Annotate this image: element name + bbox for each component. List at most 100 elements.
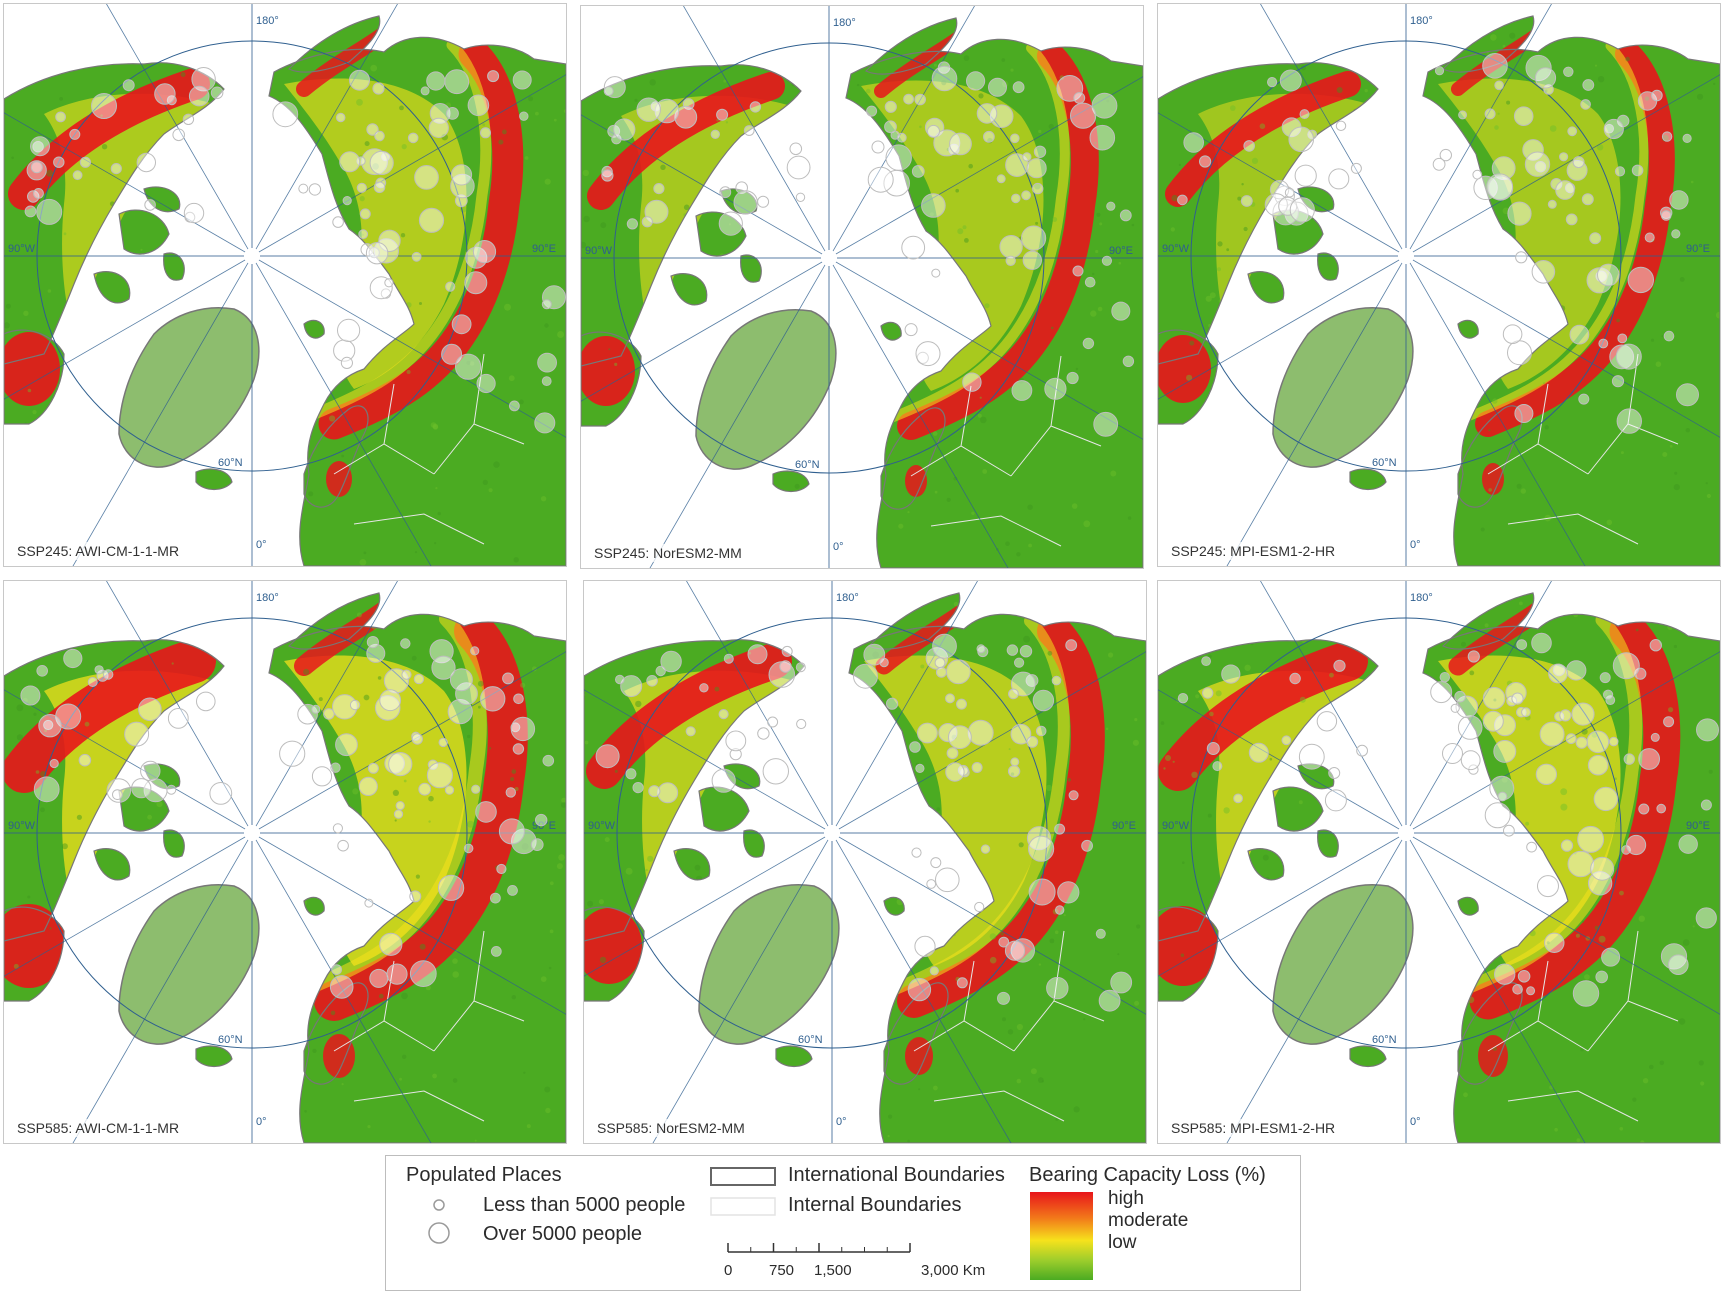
populated-place-marker bbox=[1316, 711, 1338, 732]
populated-place-marker bbox=[1484, 802, 1511, 829]
populated-place-marker bbox=[1521, 707, 1531, 718]
populated-place-marker bbox=[191, 66, 216, 92]
populated-place-marker bbox=[167, 707, 189, 729]
graticule-label-0: 0° bbox=[256, 539, 267, 551]
populated-place-marker bbox=[393, 809, 404, 819]
map-svg: 180° 0° 90°W 90°E 60°N bbox=[584, 581, 1146, 1143]
populated-place-marker bbox=[1522, 139, 1544, 161]
populated-place-marker bbox=[1269, 180, 1290, 200]
populated-place-marker bbox=[933, 129, 961, 157]
graticule-label-0: 0° bbox=[256, 1116, 267, 1128]
scale-tick-1500: 1,500 bbox=[814, 1262, 852, 1279]
populated-place-marker bbox=[1695, 907, 1717, 929]
populated-place-marker bbox=[1678, 834, 1698, 854]
populated-place-marker bbox=[1199, 155, 1212, 168]
populated-place-marker bbox=[1589, 232, 1602, 245]
populated-place-marker bbox=[1593, 786, 1618, 812]
populated-place-marker bbox=[1578, 393, 1590, 405]
populated-place-marker bbox=[603, 86, 614, 97]
populated-place-marker bbox=[1604, 123, 1615, 134]
populated-place-marker bbox=[69, 128, 81, 140]
populated-place-marker bbox=[1649, 638, 1662, 652]
populated-place-marker bbox=[154, 83, 176, 105]
populated-place-marker bbox=[1010, 757, 1020, 767]
populated-place-marker bbox=[400, 638, 411, 649]
populated-place-marker bbox=[884, 120, 897, 134]
populated-place-marker bbox=[1065, 639, 1078, 652]
populated-place-marker bbox=[976, 103, 998, 124]
populated-place-marker bbox=[1526, 841, 1538, 853]
populated-place-marker bbox=[1473, 175, 1498, 201]
populated-place-marker bbox=[379, 689, 402, 712]
populated-place-marker bbox=[447, 699, 473, 725]
populated-place-marker bbox=[1248, 742, 1269, 763]
scale-tick-3000: 3,000 Km bbox=[921, 1262, 986, 1279]
populated-place-marker bbox=[210, 86, 224, 100]
legend: Populated Places Less than 5000 people O… bbox=[385, 1155, 1301, 1291]
graticule-label-90w: 90°W bbox=[1162, 820, 1190, 832]
populated-place-marker bbox=[1514, 404, 1534, 423]
populated-place-marker bbox=[188, 85, 210, 107]
populated-place-marker bbox=[1515, 251, 1528, 264]
populated-place-marker bbox=[1609, 344, 1635, 370]
populated-place-marker bbox=[124, 721, 150, 747]
populated-place-marker bbox=[1627, 266, 1654, 294]
populated-place-marker bbox=[1482, 53, 1508, 79]
populated-place-marker bbox=[349, 69, 370, 91]
populated-place-marker bbox=[1028, 835, 1055, 862]
populated-place-marker bbox=[1122, 355, 1135, 367]
populated-place-marker bbox=[1559, 709, 1572, 722]
populated-place-marker bbox=[866, 105, 878, 117]
populated-place-marker bbox=[904, 323, 918, 337]
populated-place-marker bbox=[490, 892, 501, 904]
panel-label: SSP245: NorESM2-MM bbox=[591, 544, 745, 562]
populated-place-marker bbox=[1560, 839, 1574, 852]
populated-place-marker bbox=[337, 839, 349, 852]
map-panel-ssp245-noresm: 180° 0° 90°W 90°E 60°N SSP245: NorESM2-MM bbox=[580, 5, 1144, 569]
populated-place-marker bbox=[166, 784, 177, 795]
populated-place-marker bbox=[1056, 75, 1084, 102]
populated-place-marker bbox=[1051, 675, 1062, 686]
graticule-label-0: 0° bbox=[836, 1116, 847, 1128]
populated-place-marker bbox=[542, 754, 555, 767]
populated-place-marker bbox=[626, 218, 639, 230]
populated-place-marker bbox=[428, 117, 449, 139]
populated-place-marker bbox=[1638, 803, 1650, 815]
populated-place-marker bbox=[1183, 132, 1205, 153]
populated-place-marker bbox=[333, 339, 356, 362]
populated-place-marker bbox=[1615, 343, 1642, 370]
populated-place-marker bbox=[1571, 702, 1595, 726]
populated-place-marker bbox=[395, 801, 405, 811]
populated-place-marker bbox=[926, 879, 937, 889]
populated-place-marker bbox=[1070, 102, 1097, 129]
populated-place-marker bbox=[450, 164, 473, 186]
populated-place-marker bbox=[541, 299, 552, 310]
populated-place-marker bbox=[379, 932, 403, 956]
populated-place-marker bbox=[1008, 688, 1019, 700]
populated-place-marker bbox=[30, 161, 43, 174]
populated-place-marker bbox=[1298, 743, 1325, 770]
populated-place-marker bbox=[1595, 970, 1609, 984]
populated-place-marker bbox=[38, 714, 62, 738]
populated-place-marker bbox=[654, 98, 680, 124]
populated-place-marker bbox=[945, 693, 955, 704]
populated-place-marker bbox=[1206, 742, 1220, 755]
populated-place-marker bbox=[112, 789, 123, 801]
populated-place-marker bbox=[903, 93, 915, 105]
populated-place-marker bbox=[1513, 106, 1534, 126]
populated-place-marker bbox=[632, 782, 644, 794]
populated-place-marker bbox=[36, 665, 49, 677]
populated-place-marker bbox=[935, 867, 960, 893]
populated-place-marker bbox=[1279, 69, 1302, 92]
populated-place-marker bbox=[367, 762, 379, 774]
gradient-label-low: low bbox=[1108, 1232, 1137, 1253]
populated-place-marker bbox=[1507, 201, 1532, 226]
populated-place-marker bbox=[418, 207, 445, 233]
populated-place-marker bbox=[1278, 196, 1298, 216]
populated-place-marker bbox=[762, 758, 790, 785]
populated-place-marker bbox=[24, 205, 37, 218]
populated-place-marker bbox=[332, 694, 358, 720]
populated-place-marker bbox=[1548, 663, 1568, 684]
populated-place-marker bbox=[795, 192, 806, 203]
graticule-label-60n: 60°N bbox=[218, 1034, 243, 1046]
